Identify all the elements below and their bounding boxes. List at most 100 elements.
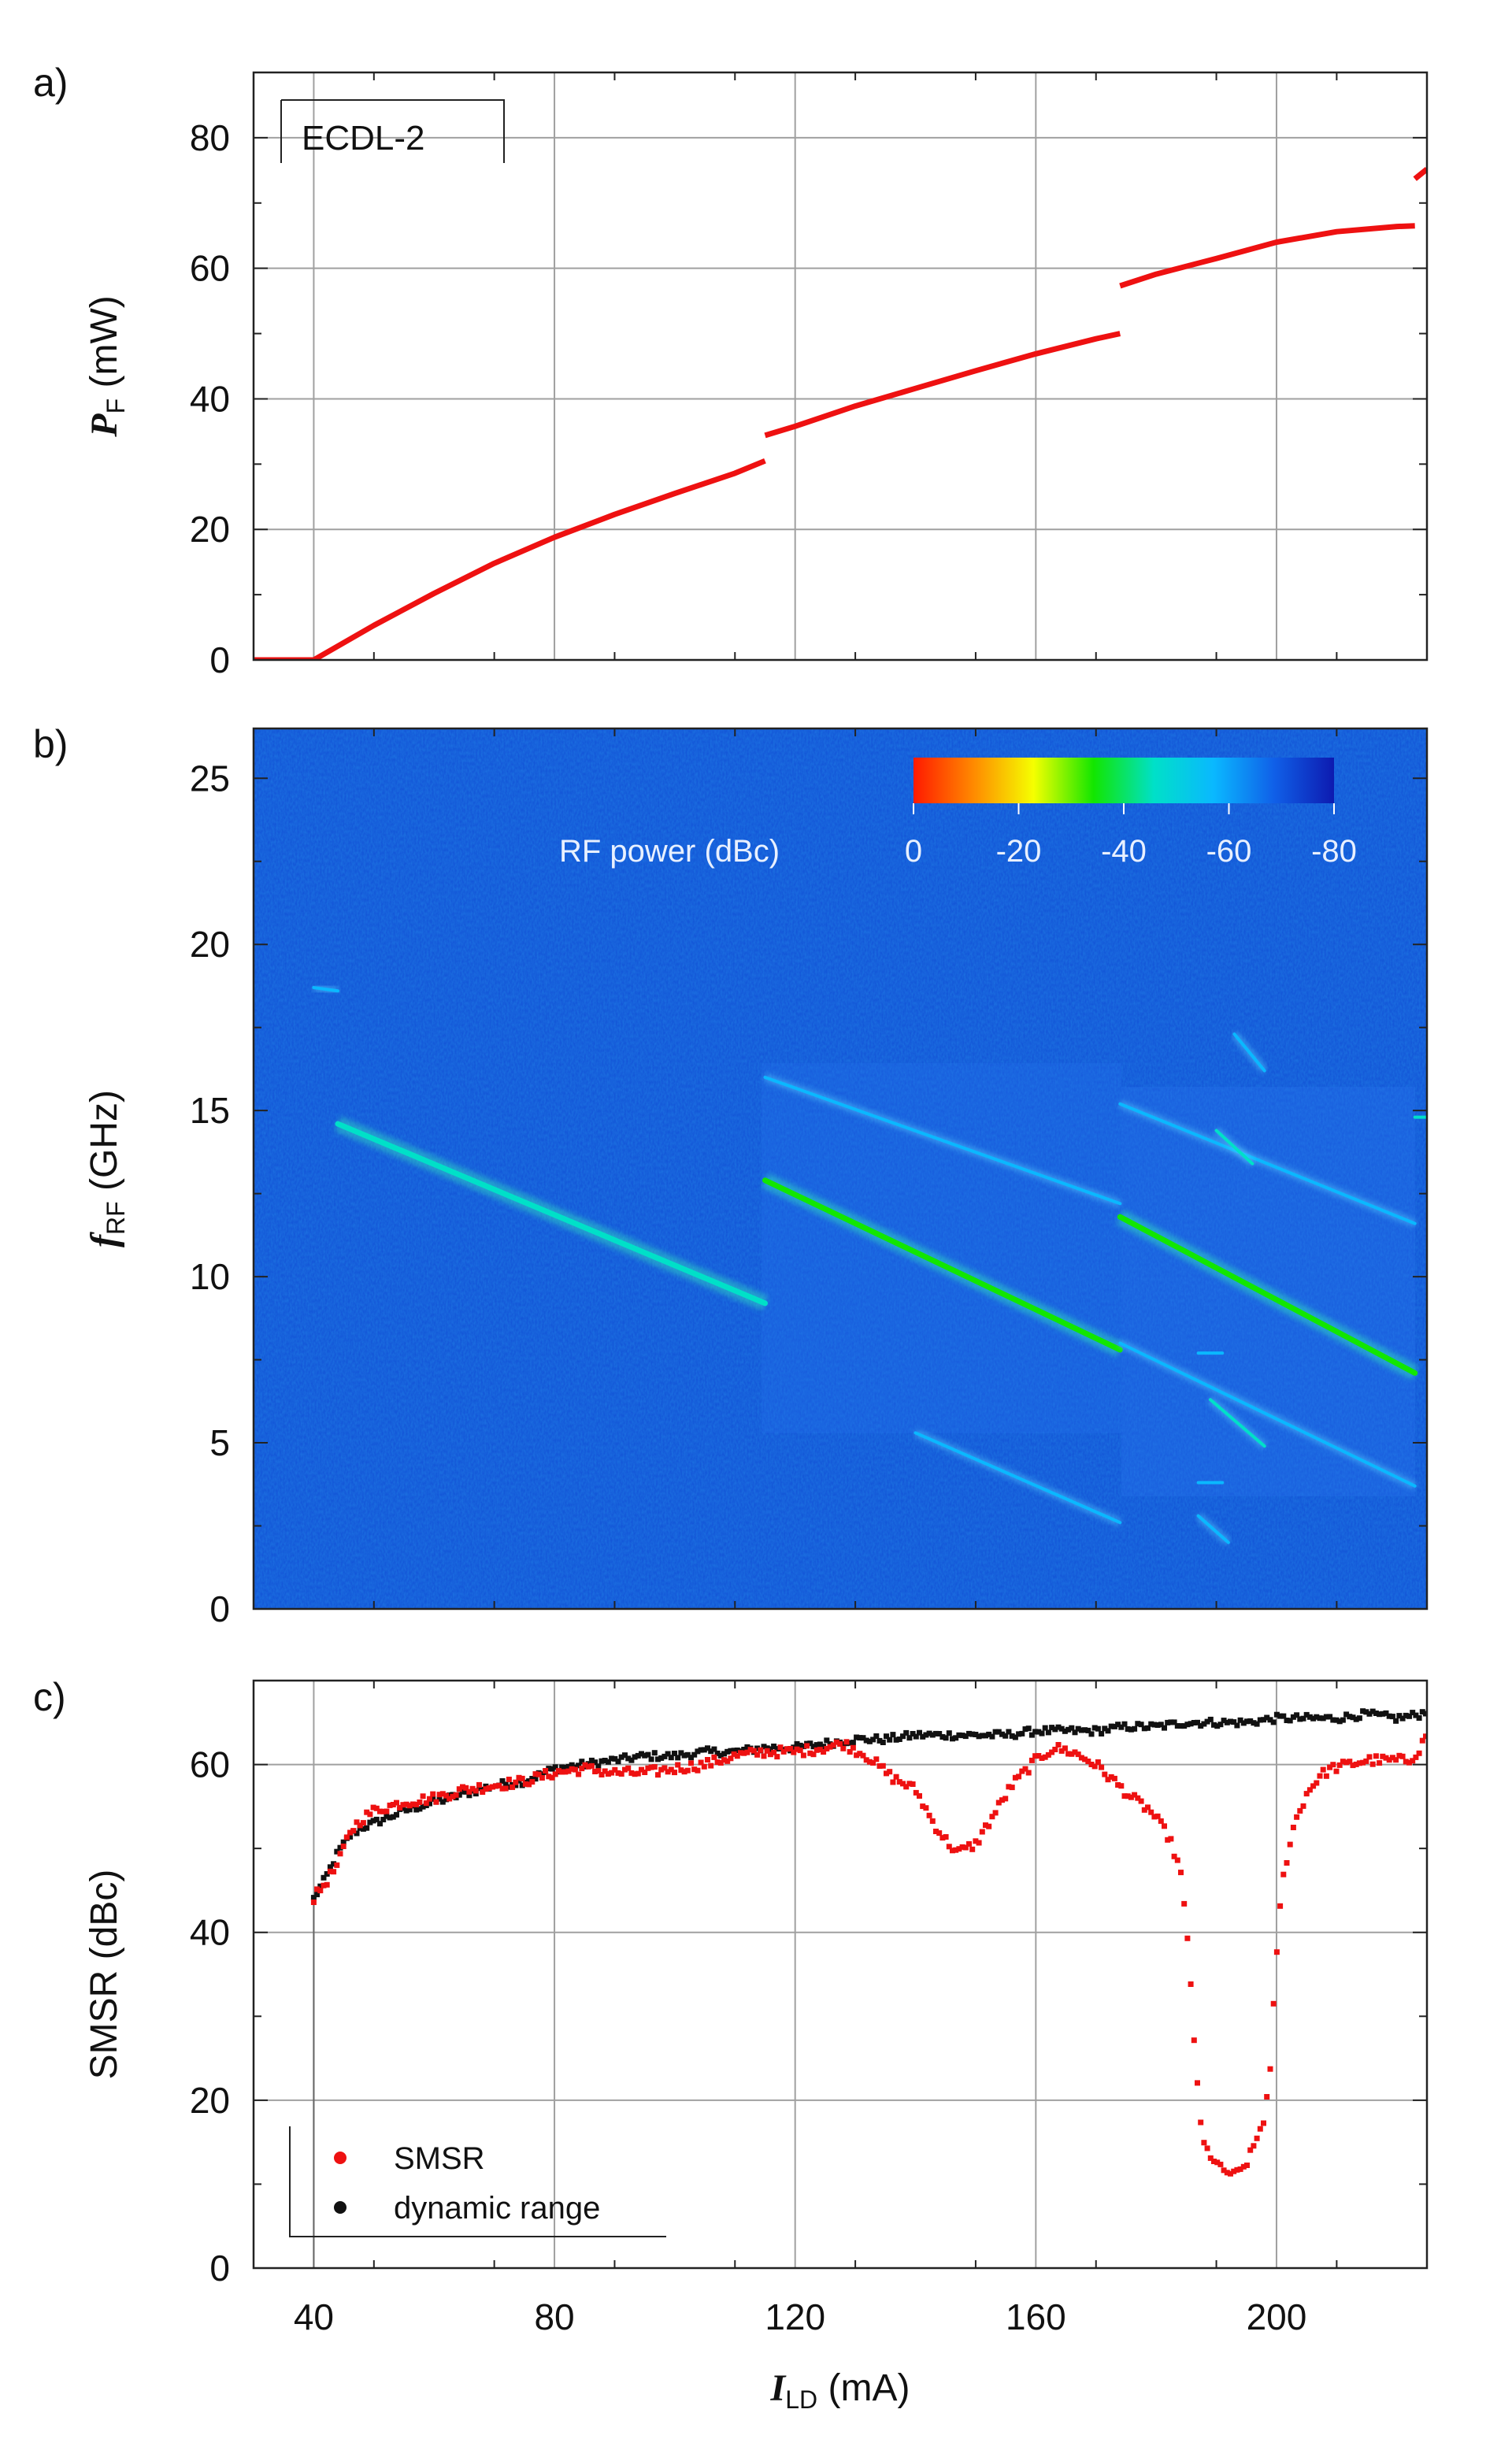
- smsr-point: [708, 1762, 714, 1769]
- smsr-point: [1234, 2166, 1240, 2173]
- dynamic-range-point: [417, 1806, 423, 1812]
- dynamic-range-point: [678, 1750, 684, 1756]
- smsr-point: [367, 1811, 373, 1818]
- legend-text-smsr: SMSR: [394, 2141, 485, 2176]
- panel-a-ylabel-symbol: P: [83, 413, 125, 438]
- smsr-point: [1091, 1763, 1098, 1770]
- dynamic-range-point: [373, 1816, 380, 1822]
- spectral-line-8: [1214, 1129, 1254, 1166]
- dynamic-range-point: [642, 1752, 648, 1759]
- smsr-point: [711, 1754, 717, 1760]
- colorbar-tick-label: -40: [1101, 834, 1147, 869]
- smsr-point: [1410, 1758, 1416, 1764]
- dynamic-range-point: [1373, 1711, 1379, 1716]
- smsr-point: [1277, 1903, 1284, 1909]
- smsr-point: [1340, 1759, 1346, 1765]
- smsr-point: [1069, 1751, 1075, 1757]
- smsr-point: [1240, 2163, 1247, 2170]
- dynamic-range-point: [691, 1751, 698, 1758]
- dynamic-range-point: [1267, 1717, 1273, 1723]
- smsr-point: [983, 1822, 988, 1829]
- smsr-point: [1280, 1871, 1287, 1877]
- dynamic-range-point: [1237, 1717, 1243, 1723]
- smsr-point: [1168, 1836, 1174, 1842]
- dynamic-range-point: [1254, 1721, 1260, 1727]
- smsr-point: [884, 1770, 889, 1777]
- dynamic-range-point: [1386, 1713, 1392, 1719]
- dynamic-range-point: [933, 1730, 939, 1736]
- panel-b-ylabel: fRF (GHz): [83, 1090, 130, 1247]
- spectral-line-7: [1118, 1341, 1417, 1488]
- smsr-point: [691, 1766, 698, 1773]
- dynamic-range-point: [1181, 1723, 1188, 1729]
- y-tick-label: 0: [209, 1588, 230, 1629]
- smsr-point: [536, 1771, 542, 1777]
- dynamic-range-point: [609, 1755, 615, 1762]
- smsr-point: [1294, 1814, 1300, 1820]
- dynamic-range-point: [1224, 1719, 1230, 1725]
- smsr-point: [1330, 1762, 1336, 1768]
- smsr-point: [794, 1746, 800, 1752]
- smsr-point: [761, 1753, 767, 1759]
- dynamic-range-point: [1174, 1723, 1180, 1729]
- dynamic-range-point: [1221, 1718, 1227, 1724]
- dynamic-range-point: [340, 1839, 346, 1845]
- dynamic-range-point: [1297, 1716, 1303, 1722]
- smsr-point: [423, 1800, 429, 1807]
- smsr-point: [539, 1775, 545, 1781]
- smsr-point: [1088, 1762, 1095, 1767]
- smsr-point: [1373, 1753, 1379, 1759]
- smsr-point: [705, 1757, 710, 1762]
- smsr-point: [360, 1820, 366, 1826]
- dynamic-range-point: [1099, 1731, 1105, 1736]
- dynamic-range-point: [824, 1737, 830, 1744]
- dynamic-range-point: [827, 1741, 833, 1748]
- dynamic-range-point: [360, 1825, 366, 1832]
- smsr-point: [1078, 1755, 1084, 1761]
- dynamic-range-point: [592, 1759, 598, 1766]
- smsr-point: [1224, 2170, 1230, 2176]
- smsr-point: [1403, 1759, 1409, 1765]
- panel-b-ylabel-unit: (GHz): [83, 1090, 125, 1201]
- panel-b-ticks: 0 5 10 15 20 25: [190, 728, 1427, 1629]
- smsr-point: [969, 1846, 976, 1852]
- dynamic-range-point: [1423, 1711, 1427, 1717]
- smsr-point: [357, 1822, 363, 1829]
- dynamic-range-point: [1340, 1717, 1346, 1723]
- heatmap-spectral-lines: [312, 984, 1427, 1546]
- smsr-point: [546, 1774, 552, 1780]
- panel-c: c) 0 20 40 60 40 80 120 160 200 SMSR dynamic ran…: [33, 1675, 1429, 2337]
- dynamic-range-point: [708, 1748, 714, 1755]
- dynamic-range-point: [639, 1751, 644, 1757]
- dynamic-range-point: [1363, 1709, 1369, 1715]
- dynamic-range-point: [1290, 1714, 1296, 1720]
- smsr-point: [1221, 2167, 1227, 2174]
- smsr-point: [1217, 2161, 1224, 2167]
- smsr-point: [572, 1766, 578, 1773]
- dynamic-range-point: [1294, 1712, 1300, 1718]
- smsr-point: [1006, 1784, 1012, 1790]
- smsr-point: [310, 1900, 317, 1905]
- dynamic-range-point: [791, 1744, 797, 1751]
- spectral-line-5: [914, 1431, 1122, 1525]
- dynamic-range-point: [936, 1731, 943, 1736]
- smsr-point: [1125, 1793, 1131, 1800]
- smsr-point: [321, 1882, 327, 1888]
- dynamic-range-point: [959, 1733, 965, 1739]
- smsr-point: [771, 1749, 777, 1755]
- dynamic-range-point: [347, 1833, 354, 1840]
- panel-b-ylabel-symbol: f: [83, 1232, 125, 1247]
- smsr-point: [380, 1808, 387, 1814]
- smsr-point: [456, 1786, 462, 1792]
- smsr-point: [827, 1744, 833, 1750]
- smsr-point: [579, 1766, 585, 1772]
- smsr-point: [1171, 1853, 1177, 1859]
- heatmap-segment-shade-2: [762, 1063, 1121, 1433]
- smsr-point: [582, 1762, 588, 1768]
- dynamic-range-point: [602, 1758, 608, 1763]
- smsr-point: [622, 1766, 628, 1773]
- smsr-point: [731, 1751, 737, 1757]
- smsr-point: [430, 1791, 436, 1797]
- dynamic-range-point: [324, 1871, 330, 1877]
- smsr-point: [724, 1758, 731, 1764]
